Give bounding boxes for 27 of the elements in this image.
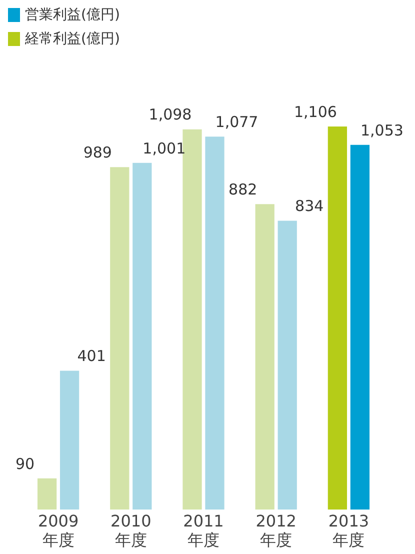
bar bbox=[328, 126, 348, 510]
data-label: 1,098 bbox=[148, 106, 192, 124]
x-tick-label: 2010 年度 bbox=[110, 511, 152, 550]
data-label: 1,077 bbox=[215, 112, 258, 131]
data-label: 1,001 bbox=[142, 139, 186, 158]
bar bbox=[255, 204, 274, 510]
bar bbox=[110, 167, 130, 510]
data-label: 1,053 bbox=[360, 121, 404, 140]
x-tick-label: 2011 年度 bbox=[183, 511, 224, 550]
x-tick-label: 2013 年度 bbox=[328, 511, 370, 550]
data-label: 989 bbox=[83, 143, 112, 162]
bar bbox=[182, 129, 202, 510]
data-label: 882 bbox=[228, 180, 258, 199]
bar bbox=[278, 220, 297, 510]
bar bbox=[350, 144, 370, 510]
x-tick-label: 2012 年度 bbox=[256, 511, 296, 550]
bar bbox=[205, 136, 224, 510]
data-label: 834 bbox=[295, 197, 324, 216]
bar bbox=[60, 370, 80, 510]
legend-label: 営業利益(億円) bbox=[25, 6, 120, 24]
data-label: 401 bbox=[77, 347, 106, 366]
data-label: 1,106 bbox=[294, 102, 337, 121]
legend-label: 経常利益(億円) bbox=[25, 30, 120, 48]
x-tick-label: 2009 年度 bbox=[38, 511, 79, 550]
bar bbox=[37, 478, 57, 510]
data-label: 90 bbox=[16, 454, 35, 473]
bar bbox=[132, 162, 152, 510]
